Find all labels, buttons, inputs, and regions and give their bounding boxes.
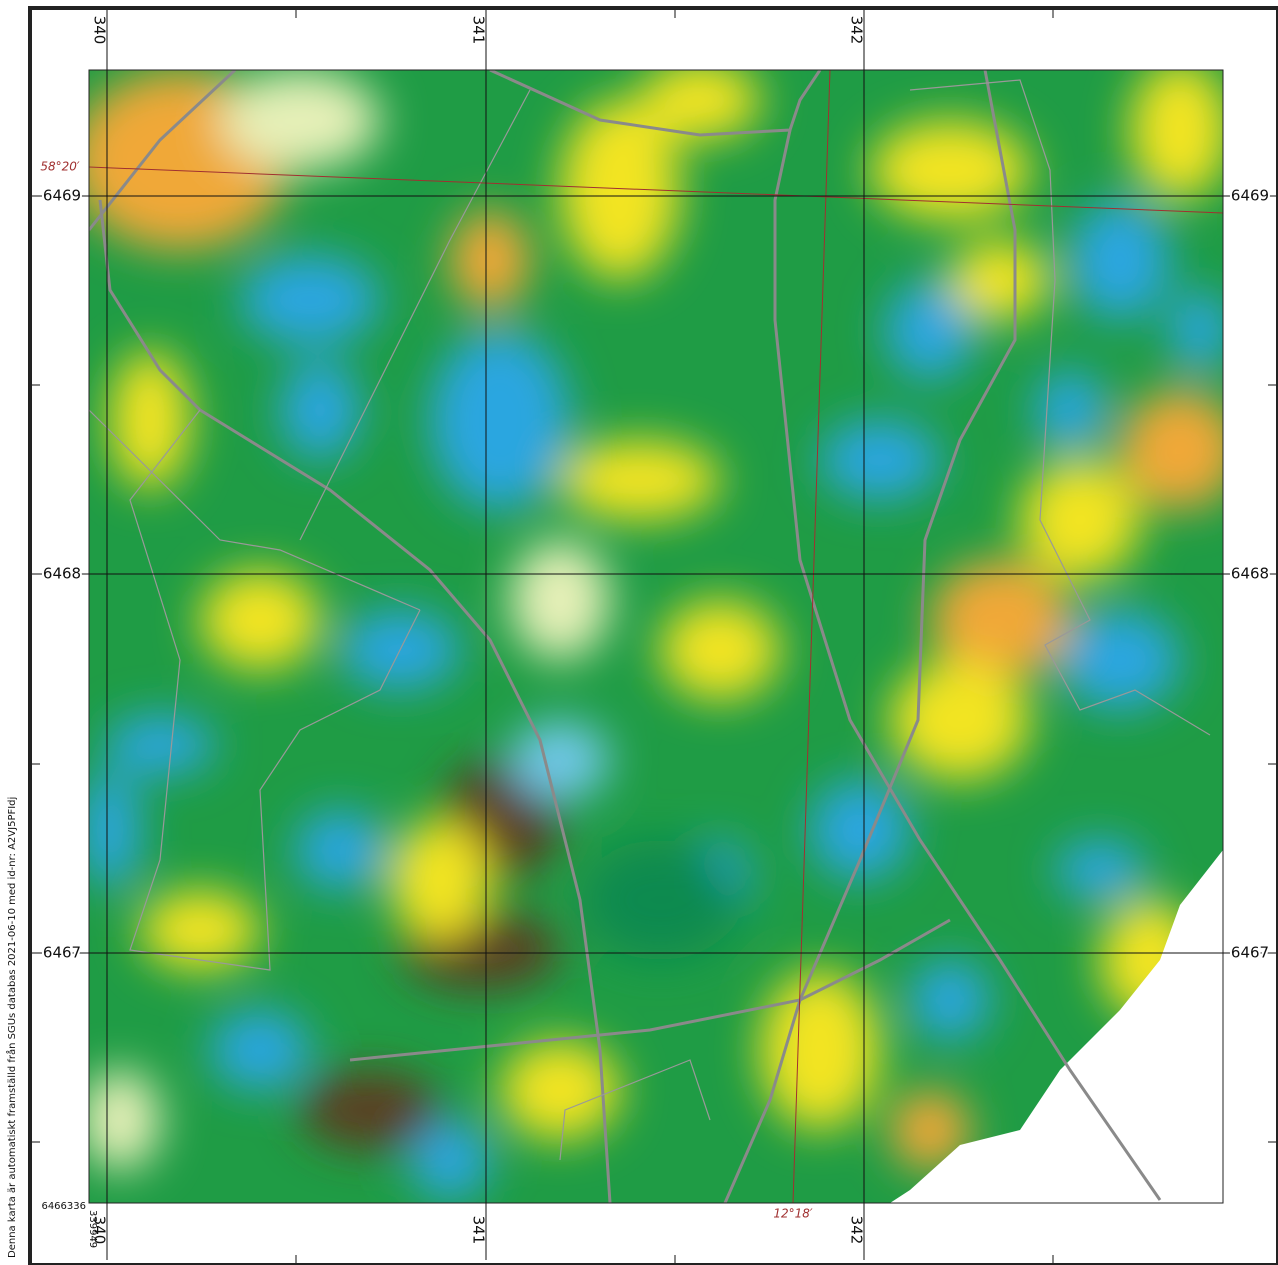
longitude-label: 12°18′	[773, 1207, 813, 1221]
anomaly	[1130, 60, 1230, 200]
anomaly	[950, 240, 1050, 320]
anomaly	[300, 1070, 440, 1150]
northing-label: 6469	[1231, 187, 1269, 205]
anomaly	[510, 720, 610, 800]
anomaly	[910, 960, 990, 1040]
anomaly	[580, 840, 740, 960]
latitude-label: 58°20′	[40, 160, 80, 174]
anomaly	[220, 70, 380, 170]
northing-label: 6468	[1231, 565, 1269, 583]
northing-label: 6469	[43, 187, 81, 205]
anomaly	[295, 810, 385, 890]
easting-label: 342	[848, 1216, 866, 1245]
anomaly	[210, 1010, 310, 1090]
anomaly	[390, 820, 490, 940]
anomaly	[1070, 200, 1170, 320]
corner-northing: 6466336	[41, 1201, 86, 1212]
northing-label: 6468	[43, 565, 81, 583]
easting-label: 340	[91, 16, 109, 45]
anomaly	[1020, 460, 1140, 580]
anomaly	[450, 210, 530, 310]
anomaly	[105, 715, 215, 775]
anomaly	[560, 440, 720, 520]
easting-label: 342	[848, 16, 866, 45]
map: Denna karta är automatiskt framställd fr…	[0, 0, 1278, 1265]
anomaly	[890, 660, 1030, 780]
anomaly	[820, 420, 940, 500]
easting-label: 341	[470, 1216, 488, 1245]
page: {"map":{"easting_top":["340","341","342"…	[0, 0, 1278, 1265]
anomaly	[200, 570, 320, 670]
anomaly	[870, 120, 1030, 220]
anomaly	[110, 350, 190, 490]
anomaly	[1055, 840, 1145, 900]
anomaly	[240, 255, 380, 345]
anomaly	[140, 890, 260, 970]
map-area	[70, 60, 1240, 1203]
anomaly	[760, 970, 880, 1130]
anomaly	[510, 540, 610, 660]
anomaly	[430, 330, 570, 510]
northing-label: 6467	[43, 944, 81, 962]
anomaly	[660, 600, 780, 700]
anomaly	[80, 1070, 160, 1170]
easting-label: 341	[470, 16, 488, 45]
credit: Denna karta är automatiskt framställd fr…	[5, 797, 18, 1258]
anomaly	[1120, 390, 1240, 510]
anomaly	[1170, 290, 1230, 370]
easting-label: 340	[91, 1216, 109, 1245]
northing-label: 6467	[1231, 944, 1269, 962]
